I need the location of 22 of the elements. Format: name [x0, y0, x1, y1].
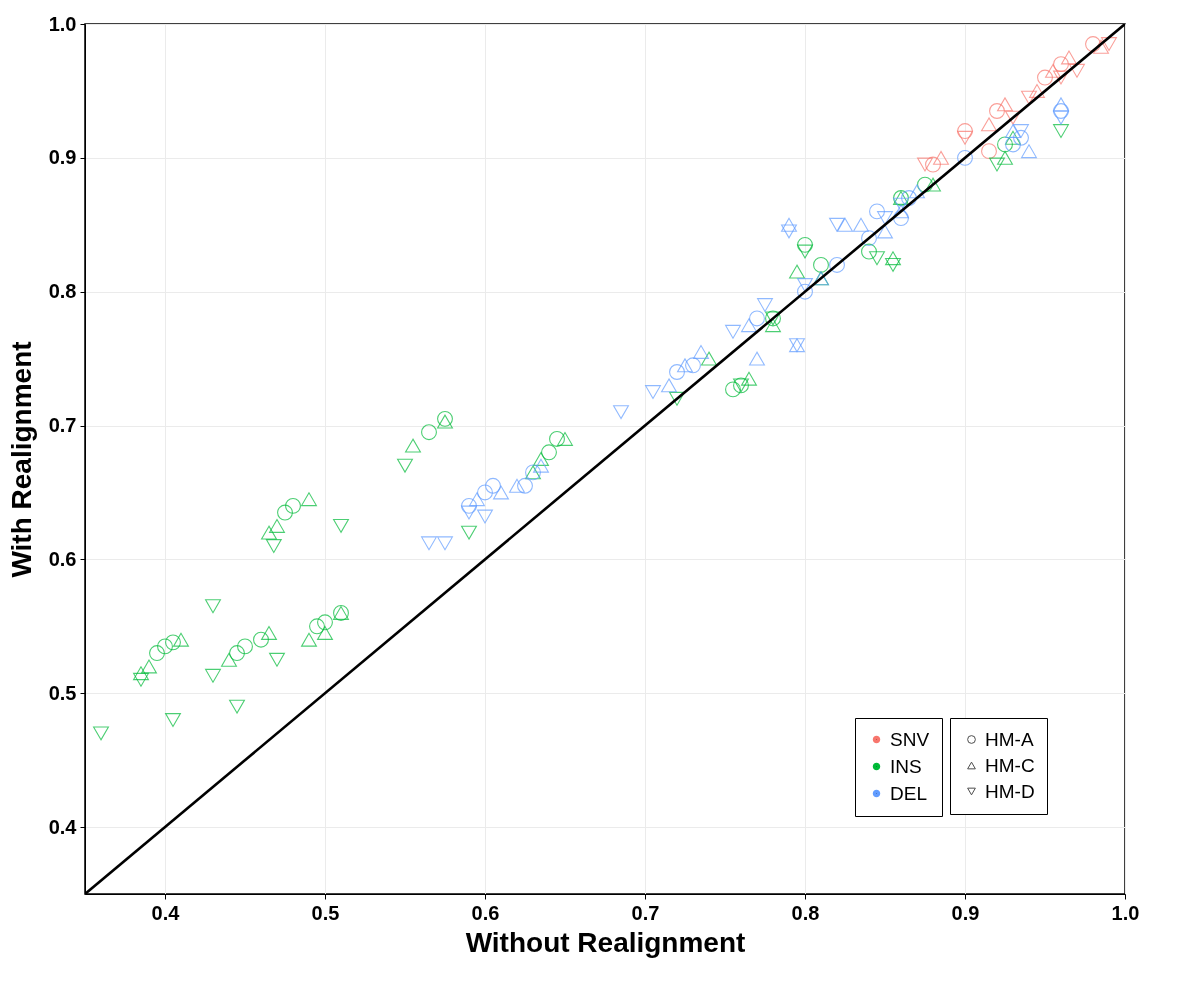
- y-tick-label: 0.4: [48, 815, 78, 838]
- legend-label: DEL: [890, 782, 927, 804]
- legend-label: HM-A: [985, 728, 1034, 750]
- y-tick-label: 0.7: [48, 414, 77, 437]
- legend-label: HM-C: [985, 754, 1035, 776]
- legend-label: HM-D: [985, 780, 1035, 802]
- legend-label: INS: [890, 755, 922, 777]
- x-tick-label: 0.6: [471, 901, 500, 924]
- x-tick-label: 0.4: [151, 901, 181, 924]
- x-tick-label: 0.8: [791, 901, 820, 924]
- legend-label: SNV: [890, 728, 930, 750]
- x-tick-label: 0.9: [951, 901, 980, 924]
- x-tick-label: 1.0: [1111, 901, 1140, 924]
- x-tick-label: 0.7: [631, 901, 660, 924]
- x-tick-label: 0.5: [311, 901, 340, 924]
- y-tick-label: 0.9: [48, 146, 77, 169]
- x-axis-title: Without Realignment: [465, 926, 746, 958]
- y-tick-label: 0.6: [48, 547, 77, 570]
- y-tick-label: 0.8: [48, 280, 77, 303]
- y-axis-title: With Realignment: [5, 341, 37, 578]
- y-tick-label: 1.0: [48, 12, 77, 35]
- y-tick-label: 0.5: [48, 681, 77, 704]
